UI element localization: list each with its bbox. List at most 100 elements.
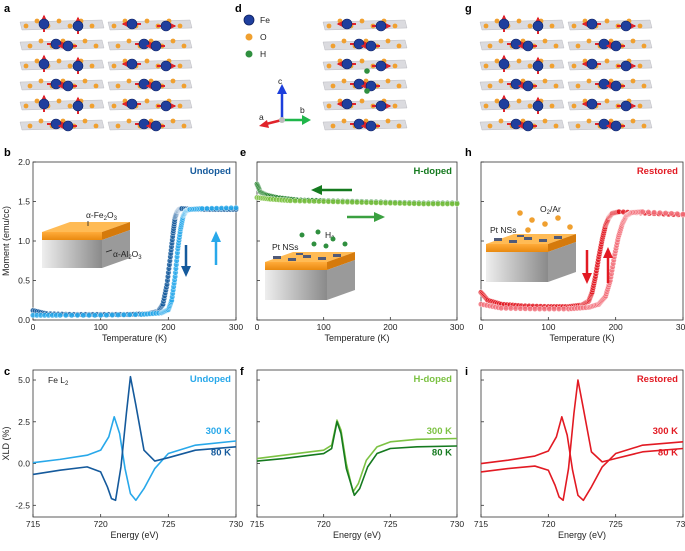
o-atom — [542, 221, 548, 227]
data-point — [454, 200, 460, 207]
substrate-front — [265, 270, 327, 300]
hysteresis-arrows-b — [181, 231, 221, 277]
data-point — [498, 305, 505, 312]
o-atom — [93, 123, 99, 129]
panel-title: Restored — [637, 166, 678, 177]
c-axis-arrowhead — [277, 84, 287, 94]
crystal-structure-restored — [479, 14, 653, 132]
o-legend-label: O — [260, 32, 267, 42]
o-atom — [525, 227, 531, 233]
y-tick-label: 1.5 — [18, 197, 30, 207]
data-point — [91, 312, 98, 319]
series-line — [256, 420, 458, 497]
o-atom — [385, 118, 391, 124]
series-line — [480, 415, 684, 502]
o-atom — [38, 78, 44, 84]
o-atom — [330, 83, 336, 89]
o-atom — [115, 83, 121, 89]
fe-atom — [498, 58, 510, 70]
o-atom — [34, 98, 40, 104]
y-axis-label: XLD (%) — [1, 426, 11, 460]
fe-atom — [138, 38, 150, 50]
data-point — [80, 312, 87, 319]
x-tick-label: 730 — [676, 519, 685, 529]
pt-ns — [318, 257, 326, 260]
data-point — [68, 312, 75, 319]
y-axis-label: Moment (emu/cc) — [1, 206, 11, 276]
series-line — [480, 379, 684, 502]
pt-ns — [509, 240, 517, 243]
data-point — [556, 306, 562, 312]
o-atom — [571, 63, 577, 69]
data-point — [560, 306, 567, 312]
o-atom — [93, 43, 99, 49]
o-atom — [144, 98, 150, 104]
o-atom — [177, 103, 183, 109]
o-atom — [337, 18, 343, 24]
o-atom — [483, 103, 489, 109]
o-atom — [549, 23, 555, 29]
fe-atom — [510, 38, 522, 50]
fe-atom — [150, 80, 162, 92]
o-atom — [555, 215, 561, 221]
o-atom — [144, 18, 150, 24]
x-tick-label: 715 — [26, 519, 40, 529]
fe-atom — [532, 100, 544, 112]
o-atom — [498, 38, 504, 44]
o-atom — [542, 78, 548, 84]
film-stack-inset-b: α-Fe2O3 α-Al2O3 — [42, 210, 142, 268]
x-axis-label: Energy (eV) — [110, 530, 158, 540]
o2-molecules — [517, 210, 573, 233]
fe-atom — [150, 40, 162, 52]
panel-label-b: b — [4, 147, 11, 159]
moment-chart-undoped: 0 100 200 300 0.0 0.5 1.0 1.5 2.0 Temperature (K)… — [1, 157, 243, 343]
fe-atom — [510, 78, 522, 90]
al2o3-label: α-Al2O3 — [113, 249, 142, 261]
o-atom — [516, 98, 522, 104]
data-point — [204, 205, 210, 212]
fe-legend-dot — [243, 14, 255, 26]
panel-label-h: h — [465, 147, 472, 159]
o-atom — [385, 78, 391, 84]
pt-nss-label: Pt NSs — [272, 242, 298, 252]
x-tick-label: 100 — [94, 322, 108, 332]
x-tick-label: 720 — [541, 519, 555, 529]
o-atom — [549, 103, 555, 109]
fe-atom — [62, 40, 74, 52]
data-point — [512, 305, 519, 312]
y-tick-label: -2.5 — [15, 500, 30, 510]
o-atom — [115, 43, 121, 49]
fe-atom — [353, 78, 365, 90]
o-atom — [359, 58, 365, 64]
legend-label: 300 K — [427, 426, 452, 437]
fe-atom — [586, 98, 598, 110]
data-point — [531, 306, 538, 312]
o-atom — [93, 83, 99, 89]
y-tick-label: 5.0 — [18, 375, 30, 385]
o-atom — [582, 98, 588, 104]
axis-triad: c b a — [259, 76, 311, 128]
o-atom — [126, 38, 132, 44]
data-point — [120, 311, 127, 318]
o-atom — [330, 123, 336, 129]
o-atom — [122, 58, 128, 64]
panel-label-c: c — [4, 366, 10, 378]
o2-ar-label: O2/Ar — [540, 204, 561, 216]
o-atom — [27, 83, 33, 89]
x-tick-label: 300 — [676, 322, 685, 332]
o-atom — [126, 118, 132, 124]
fe-atom — [126, 18, 138, 30]
hysteresis-arrows-h — [582, 247, 613, 284]
o-atom — [82, 118, 88, 124]
o-atom — [527, 63, 533, 69]
film-stack-inset-e: Pt NSs H2 — [265, 229, 355, 300]
fe-atom — [610, 40, 622, 52]
o-atom — [630, 38, 636, 44]
fe-atom — [38, 58, 50, 70]
plot-frame — [480, 369, 684, 518]
a-axis-arrowhead — [259, 120, 269, 128]
o-atom — [604, 58, 610, 64]
h-atom — [299, 232, 305, 238]
data-point — [213, 205, 220, 212]
o-atom — [170, 78, 176, 84]
